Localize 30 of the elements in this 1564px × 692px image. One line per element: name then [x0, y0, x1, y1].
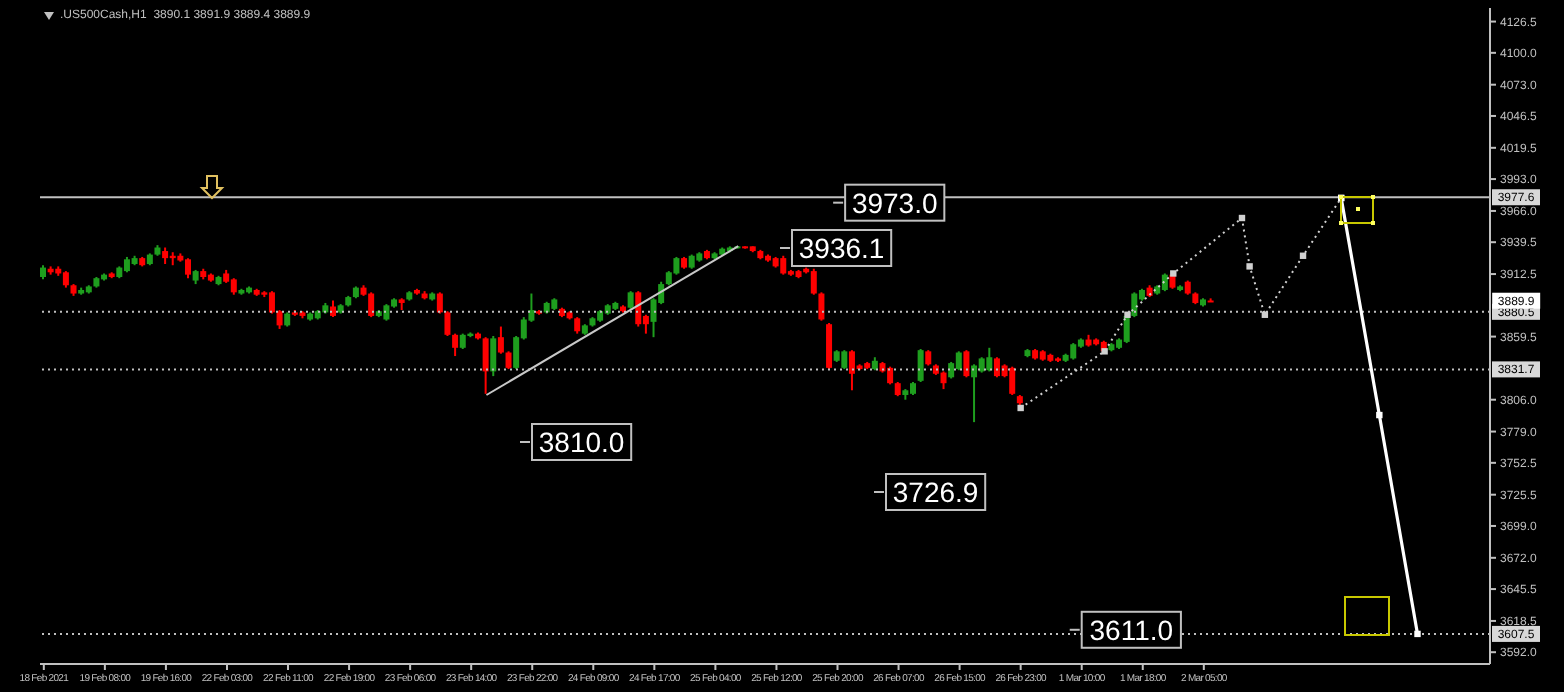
candlestick: [955, 350, 962, 372]
candlestick: [826, 322, 833, 371]
candlestick: [1009, 365, 1016, 396]
annotation: 3611.0: [1089, 613, 1174, 646]
candlestick: [185, 257, 191, 280]
point: [1414, 630, 1421, 638]
annotation: 3936.1: [798, 232, 885, 264]
candlestick: [497, 325, 504, 355]
candlestick: [1131, 291, 1138, 319]
candlestick: [368, 291, 375, 319]
point: [1246, 263, 1253, 270]
point: [1017, 404, 1024, 412]
candlestick: [841, 349, 848, 371]
candlestick: [963, 349, 970, 379]
candlestick: [848, 349, 855, 392]
candlestick: [986, 346, 993, 373]
point: [1101, 348, 1108, 355]
candlestick: [971, 363, 978, 424]
annotation: 3726.9: [892, 476, 979, 508]
candlestick: [780, 254, 787, 276]
candlestick: [490, 335, 497, 378]
annotation: 3810.0: [538, 426, 625, 458]
point: [1170, 270, 1177, 277]
point: [1124, 311, 1131, 318]
annotation: 3973.0: [851, 186, 938, 219]
candlestick: [635, 290, 642, 328]
candlestick: [917, 347, 924, 384]
point: [1376, 411, 1383, 419]
candlestick: [452, 332, 459, 358]
candlestick: [482, 336, 489, 395]
